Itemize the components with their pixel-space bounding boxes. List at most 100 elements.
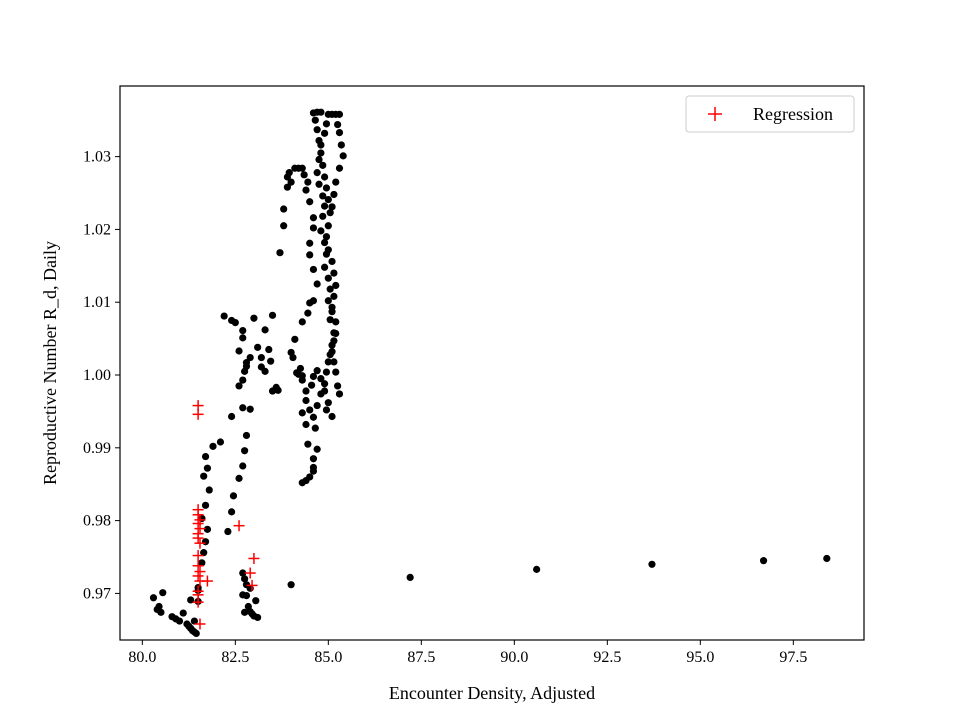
data-point — [332, 368, 340, 376]
data-point — [309, 455, 318, 463]
data-point — [285, 169, 293, 177]
data-point — [229, 492, 238, 500]
x-tick-label: 90.0 — [500, 649, 528, 666]
data-point — [254, 343, 262, 351]
data-point — [332, 281, 340, 290]
data-point — [287, 178, 295, 186]
data-point — [328, 303, 336, 311]
data-point — [239, 462, 247, 470]
data-point — [311, 424, 319, 432]
data-point — [267, 357, 275, 365]
data-point — [332, 178, 340, 186]
y-tick-label: 0.97 — [83, 585, 111, 602]
data-point — [179, 609, 187, 617]
x-tick-label: 80.0 — [128, 649, 156, 666]
data-point — [228, 508, 236, 516]
plot-marks — [149, 108, 831, 638]
data-point — [328, 341, 336, 349]
x-axis-label: Encounter Density, Adjusted — [389, 683, 595, 703]
data-point — [201, 538, 210, 546]
data-point — [257, 363, 265, 371]
regression-point — [246, 579, 258, 591]
data-point — [198, 559, 206, 567]
data-point — [200, 472, 208, 480]
data-point — [335, 128, 344, 137]
data-point — [322, 406, 331, 414]
regression-point — [192, 550, 204, 562]
regression-point — [233, 520, 245, 532]
data-point — [321, 129, 329, 137]
data-point — [241, 447, 249, 455]
y-tick-label: 1.01 — [83, 294, 111, 311]
data-point — [406, 573, 414, 581]
data-point — [157, 608, 165, 616]
data-point — [319, 192, 327, 200]
data-point — [324, 297, 332, 305]
data-point — [339, 152, 347, 160]
data-point — [239, 327, 247, 335]
data-point — [224, 527, 232, 536]
data-point — [309, 413, 318, 421]
data-point — [296, 364, 305, 373]
data-point — [252, 597, 260, 605]
data-point — [205, 486, 213, 494]
data-point — [190, 617, 198, 625]
data-point — [309, 214, 318, 222]
data-point — [330, 190, 338, 199]
data-point — [235, 474, 243, 482]
regression-point — [194, 537, 206, 549]
data-point — [201, 501, 210, 509]
data-point — [309, 467, 318, 475]
regression-point — [194, 618, 206, 630]
data-point — [241, 608, 249, 616]
data-point — [321, 387, 329, 395]
data-point — [324, 358, 332, 366]
data-point — [298, 164, 306, 172]
data-point — [239, 404, 247, 412]
data-point — [306, 251, 314, 259]
data-point — [257, 353, 265, 362]
data-point — [533, 565, 541, 573]
data-point — [276, 249, 284, 257]
data-point — [159, 589, 167, 597]
data-point — [306, 239, 314, 247]
data-point — [298, 372, 306, 380]
data-point — [317, 149, 325, 157]
regression-point — [192, 570, 204, 582]
data-point — [268, 311, 277, 319]
data-point — [313, 401, 321, 410]
data-point — [239, 376, 247, 384]
x-tick-label: 85.0 — [314, 649, 342, 666]
data-point — [648, 560, 656, 568]
regression-point — [192, 518, 204, 530]
data-point — [330, 292, 338, 300]
data-point — [330, 358, 338, 366]
data-point — [289, 353, 297, 362]
data-point — [317, 227, 325, 235]
data-point — [335, 390, 344, 398]
data-point — [313, 169, 321, 177]
data-point — [306, 198, 314, 206]
data-point — [335, 110, 344, 118]
data-point — [309, 265, 318, 274]
data-point — [302, 476, 310, 485]
data-point — [322, 120, 331, 128]
data-point — [280, 222, 288, 230]
regression-point — [192, 532, 204, 544]
data-point — [324, 195, 332, 204]
regression-point — [194, 523, 206, 535]
data-point — [317, 375, 325, 383]
data-point — [315, 136, 323, 145]
plot-frame — [119, 85, 865, 641]
data-point — [322, 233, 331, 241]
data-point — [823, 554, 831, 563]
x-axis-ticks: 80.0 82.5 85.0 87.5 90.0 92.5 95.0 97.5 — [128, 640, 807, 666]
x-tick-label: 97.5 — [779, 649, 807, 666]
data-point — [265, 345, 273, 354]
data-point — [287, 581, 295, 589]
data-point — [280, 205, 288, 213]
data-point — [321, 238, 329, 247]
data-point — [313, 445, 321, 453]
data-point — [313, 367, 321, 375]
data-point — [300, 171, 308, 179]
